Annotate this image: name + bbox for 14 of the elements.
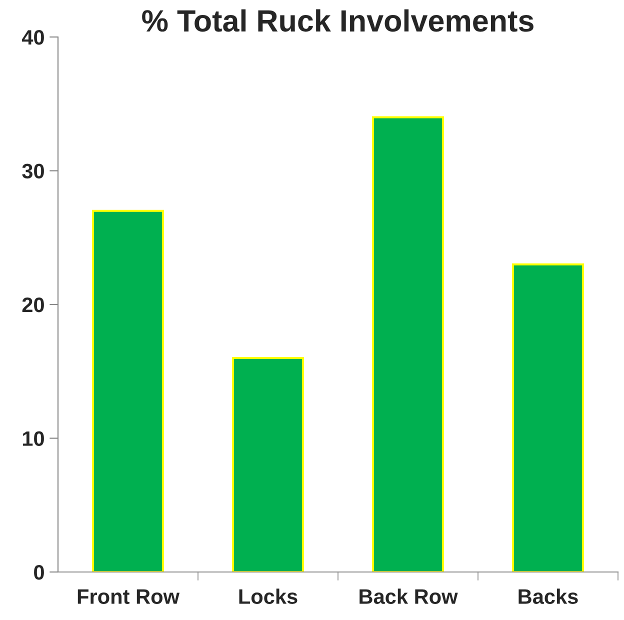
x-tick-label: Front Row (78, 589, 180, 604)
bar (372, 116, 444, 572)
y-tick-label: 10 (22, 431, 44, 446)
y-tick-label: 30 (22, 164, 44, 179)
y-tick-label: 0 (34, 565, 44, 580)
x-tick-label: Back Row (360, 588, 458, 604)
x-tick-label: Backs (518, 588, 578, 604)
x-tick-label: Locks (239, 588, 298, 604)
bar (232, 356, 304, 572)
bar (512, 263, 584, 572)
y-tick-label: 40 (22, 30, 44, 45)
y-tick-label: 20 (22, 298, 44, 312)
bar (92, 210, 164, 572)
chart-title: % Total Ruck Involvements (142, 9, 534, 32)
